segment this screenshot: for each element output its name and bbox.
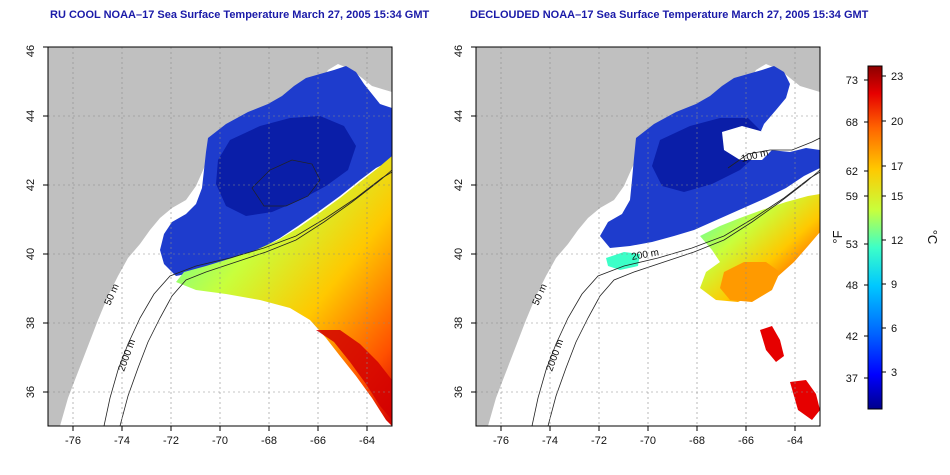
x-tick-label: -68 — [689, 435, 705, 447]
x-tick-label: -70 — [640, 435, 656, 447]
y-tick-label: 44 — [25, 110, 37, 122]
celsius-tick-label: 17 — [891, 161, 903, 173]
y-tick-label: 46 — [25, 45, 37, 57]
raw-y-axis — [43, 46, 48, 393]
celsius-tick-label: 23 — [891, 71, 903, 83]
warm-water-patch — [760, 326, 784, 362]
x-tick-label: -66 — [738, 435, 754, 447]
isobath-50m — [547, 169, 820, 426]
fahrenheit-unit-label: °F — [830, 230, 845, 243]
x-tick-label: -74 — [542, 435, 558, 447]
colorbar — [867, 65, 883, 410]
map-grid — [48, 47, 392, 426]
warm-water-patch — [720, 262, 780, 302]
panel-title-raw: RU COOL NOAA–17 Sea Surface Temperature … — [50, 9, 430, 21]
warm-water-patch — [790, 380, 820, 420]
celsius-tick-label: 20 — [891, 116, 903, 128]
y-tick-label: 42 — [25, 179, 37, 191]
raw-sst-map — [48, 47, 392, 426]
y-tick-label: 36 — [25, 386, 37, 398]
celsius-tick-label: 15 — [891, 191, 903, 203]
x-tick-label: -70 — [212, 435, 228, 447]
isobath-2000m — [531, 171, 820, 426]
x-tick-label: -74 — [114, 435, 130, 447]
fahrenheit-tick-label: 73 — [846, 75, 858, 87]
y-tick-label: 46 — [453, 45, 465, 57]
x-tick-label: -72 — [163, 435, 179, 447]
hot-eddy — [316, 330, 392, 420]
contour-label-200m: 200 m — [631, 247, 660, 263]
isobath-50m — [119, 169, 392, 426]
declouded-y-axis — [471, 46, 476, 393]
x-tick-label: -72 — [591, 435, 607, 447]
bank-contour — [251, 159, 321, 207]
y-tick-label: 44 — [453, 110, 465, 122]
celsius-tick-label: 9 — [891, 279, 897, 291]
y-tick-label: 36 — [453, 386, 465, 398]
celsius-tick-label: 12 — [891, 235, 903, 247]
fahrenheit-tick-label: 68 — [846, 117, 858, 129]
raw-x-axis — [72, 426, 368, 431]
x-tick-label: -68 — [261, 435, 277, 447]
fahrenheit-tick-label: 42 — [846, 331, 858, 343]
x-tick-label: -64 — [359, 435, 375, 447]
fahrenheit-tick-label: 62 — [846, 166, 858, 178]
y-tick-label: 40 — [25, 248, 37, 260]
deep-cold-patch — [216, 116, 356, 216]
land-mass — [48, 47, 392, 426]
x-tick-label: -64 — [787, 435, 803, 447]
map-grid — [476, 47, 820, 426]
panel-title-declouded: DECLOUDED NOAA–17 Sea Surface Temperatur… — [470, 9, 869, 21]
celsius-tick-label: 3 — [891, 367, 897, 379]
celsius-tick-label: 6 — [891, 323, 897, 335]
fahrenheit-tick-label: 59 — [846, 191, 858, 203]
celsius-ticks — [882, 75, 886, 373]
land-mass — [476, 47, 820, 426]
warm-water-mass — [176, 156, 392, 426]
y-tick-label: 38 — [25, 317, 37, 329]
fahrenheit-tick-label: 53 — [846, 239, 858, 251]
fahrenheit-ticks — [864, 79, 868, 379]
declouded-x-axis — [500, 426, 796, 431]
fahrenheit-tick-label: 48 — [846, 280, 858, 292]
x-tick-label: -66 — [310, 435, 326, 447]
declouded-sst-map — [476, 47, 820, 426]
x-tick-label: -76 — [493, 435, 509, 447]
y-tick-label: 42 — [453, 179, 465, 191]
celsius-unit-label: °C — [925, 230, 940, 245]
y-tick-label: 38 — [453, 317, 465, 329]
y-tick-label: 40 — [453, 248, 465, 260]
x-tick-label: -76 — [65, 435, 81, 447]
isobath-2000m — [103, 171, 392, 426]
isobath-100m — [727, 137, 820, 169]
warm-water-patch — [606, 252, 640, 270]
fahrenheit-tick-label: 37 — [846, 373, 858, 385]
